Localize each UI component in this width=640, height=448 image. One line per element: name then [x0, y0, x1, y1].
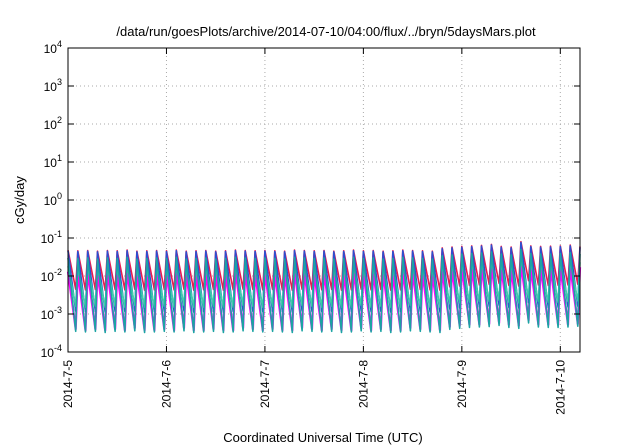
- chart-title: /data/run/goesPlots/archive/2014-07-10/0…: [116, 24, 536, 39]
- x-tick-label: 2014-7-6: [159, 360, 173, 408]
- series-line: [67, 248, 581, 334]
- y-tick-label: 10-2: [41, 267, 62, 284]
- y-tick-label: 100: [44, 191, 62, 208]
- x-tick-label: 2014-7-9: [455, 360, 469, 408]
- y-tick-label: 10-4: [41, 343, 62, 360]
- x-tick-label: 2014-7-7: [258, 360, 272, 408]
- x-axis-label: Coordinated Universal Time (UTC): [223, 430, 422, 445]
- x-tick-label: 2014-7-8: [356, 360, 370, 408]
- y-tick-label: 10-3: [41, 305, 62, 322]
- y-axis-label: cGy/day: [12, 176, 27, 224]
- y-tick-label: 102: [44, 115, 62, 132]
- series-group: [66, 240, 582, 334]
- y-tick-label: 101: [44, 153, 62, 170]
- x-tick-label: 2014-7-5: [61, 360, 75, 408]
- y-tick-label: 103: [44, 77, 62, 94]
- y-tick-label: 104: [44, 39, 62, 56]
- y-tick-label: 10-1: [41, 229, 62, 246]
- tick-group: 10-4 10-3 10-2 10-1 100 101 102 103 104 2014-7-5 2…: [41, 39, 580, 415]
- x-tick-label: 2014-7-10: [553, 360, 567, 415]
